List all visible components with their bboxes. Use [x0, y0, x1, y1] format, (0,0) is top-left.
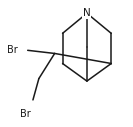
Text: Br: Br [20, 109, 31, 119]
Text: N: N [83, 8, 91, 18]
Text: Br: Br [7, 45, 18, 55]
